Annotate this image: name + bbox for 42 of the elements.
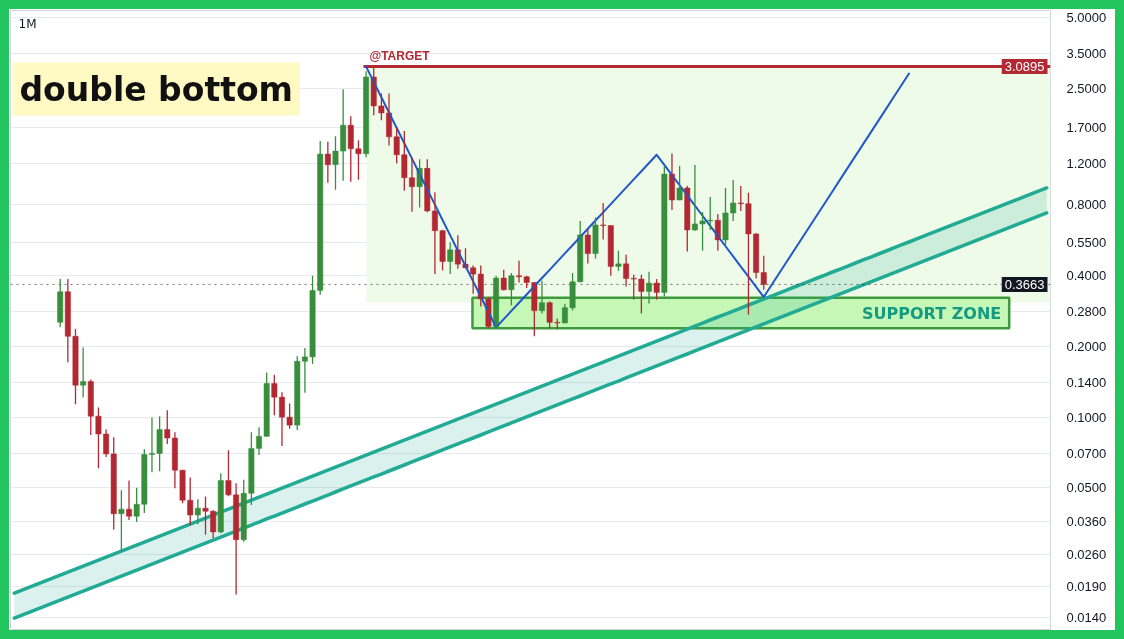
y-tick-label: 0.0140 <box>1066 610 1107 626</box>
candlestick <box>592 216 599 260</box>
candlestick <box>271 374 278 416</box>
y-tick-label: 1.7000 <box>1066 120 1107 136</box>
y-tick-label: 3.5000 <box>1066 46 1107 62</box>
text: 1M <box>18 16 37 31</box>
candlestick <box>447 241 454 275</box>
candlestick <box>500 269 507 292</box>
band-label: SUPPORT ZONE <box>862 303 1002 323</box>
annotation: 3.0895 <box>1004 59 1045 75</box>
y-tick-label: 5.0000 <box>1066 9 1107 25</box>
y-tick-label: 0.0500 <box>1066 480 1107 496</box>
annotation: 0.3663 <box>1004 276 1045 292</box>
y-tick-label: 0.2000 <box>1066 338 1107 354</box>
y-tick-label: 0.1400 <box>1066 375 1107 391</box>
y-tick-label: 0.1000 <box>1066 409 1107 425</box>
y-tick-label: 0.0260 <box>1066 547 1107 563</box>
candlestick <box>217 472 224 534</box>
y-tick-label: 0.4000 <box>1066 267 1107 283</box>
y-tick-label: 2.5000 <box>1066 80 1107 96</box>
y-tick-label: 0.5500 <box>1066 235 1107 251</box>
text: double bottom <box>19 69 293 109</box>
candlestick <box>653 278 660 301</box>
y-tick-label: 0.8000 <box>1066 197 1107 213</box>
y-tick-label: 0.0360 <box>1066 513 1107 529</box>
y-tick-label: 1.2000 <box>1066 155 1107 171</box>
candlestick <box>676 165 683 201</box>
y-tick-label: 0.0190 <box>1066 579 1107 595</box>
candlestick <box>263 371 270 438</box>
candlestick <box>202 495 209 536</box>
candlestick <box>707 196 714 231</box>
ref-line-label: @TARGET <box>369 48 431 63</box>
candlestick <box>615 250 622 272</box>
candlestick <box>508 272 515 307</box>
y-tick-label: 0.2800 <box>1066 304 1107 320</box>
candlestick <box>57 278 64 328</box>
candlestick <box>600 202 607 241</box>
candlestick <box>684 185 691 253</box>
candlestick <box>607 224 614 277</box>
candlestick <box>661 166 668 298</box>
y-tick-label: 0.0700 <box>1066 446 1107 461</box>
candlestick <box>118 489 125 552</box>
